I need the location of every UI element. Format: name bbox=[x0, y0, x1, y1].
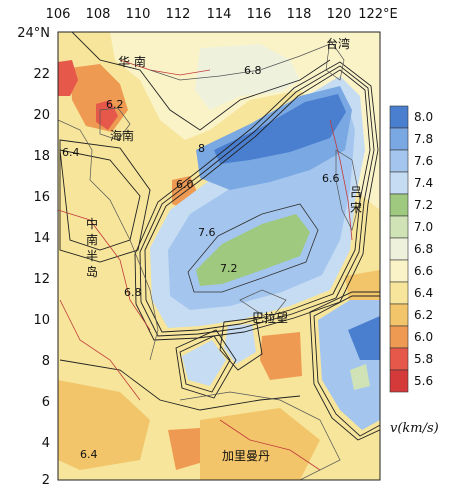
place-lvsong: 吕 宋 bbox=[350, 185, 362, 215]
contour-label: 8 bbox=[198, 142, 205, 155]
x-tick-label: 110 bbox=[126, 7, 151, 22]
y-tick-label: 4 bbox=[42, 436, 50, 451]
contour-label: 7.2 bbox=[220, 262, 238, 275]
color-legend: 8.0 7.8 7.6 7.4 7.2 7.0 6.8 6.6 6.4 6.2 6.0 5.8 5.6 bbox=[389, 105, 433, 393]
legend-swatch bbox=[389, 303, 409, 327]
zone-7-2-small-basin-a bbox=[182, 340, 226, 386]
zone-6-2-south bbox=[200, 408, 320, 480]
legend-value-label: 8.0 bbox=[414, 110, 433, 124]
legend-swatch bbox=[389, 149, 409, 173]
legend-swatch bbox=[389, 347, 409, 371]
zone-7-2-ring bbox=[187, 203, 319, 293]
legend-swatch bbox=[389, 281, 409, 305]
place-jialimandan: 加里曼丹 bbox=[222, 449, 270, 463]
zone-8-0-basin bbox=[214, 94, 346, 164]
y-tick-label: 12 bbox=[33, 272, 50, 287]
contour-label: 7.6 bbox=[198, 226, 216, 239]
legend-value-label: 7.8 bbox=[414, 132, 433, 146]
y-tick-label: 10 bbox=[33, 313, 50, 328]
y-axis: 24°N 22 20 18 16 14 12 10 8 6 4 2 bbox=[17, 26, 50, 488]
x-tick-label: 120 bbox=[327, 7, 352, 22]
zone-5-8-hainan bbox=[96, 100, 118, 130]
place-balawang: 巴拉望 bbox=[252, 310, 288, 325]
y-tick-label: 16 bbox=[33, 190, 50, 205]
contour-label: 6.8 bbox=[244, 64, 262, 77]
legend-value-label: 5.8 bbox=[414, 352, 433, 366]
legend-swatch bbox=[389, 259, 409, 283]
contour-label: 6.4 bbox=[80, 448, 98, 461]
x-tick-label: 116 bbox=[247, 7, 272, 22]
x-tick-label: 106 bbox=[46, 7, 71, 22]
y-tick-label: 2 bbox=[42, 473, 50, 488]
legend-swatch bbox=[389, 105, 409, 129]
place-lvsong-char: 宋 bbox=[350, 200, 362, 215]
place-taiwan: 台湾 bbox=[326, 36, 350, 51]
place-zhongnan-char: 南 bbox=[86, 232, 98, 247]
zone-7-0-center bbox=[196, 214, 310, 286]
legend-value-label: 6.0 bbox=[414, 330, 433, 344]
zone-8-0-sulu bbox=[348, 316, 380, 360]
legend-title: v(km/s) bbox=[390, 421, 439, 436]
legend-swatch bbox=[389, 193, 409, 217]
legend-value-label: 5.6 bbox=[414, 374, 433, 388]
zone-6-0-south bbox=[168, 428, 210, 470]
y-tick-label: 20 bbox=[33, 108, 50, 123]
legend-swatch bbox=[389, 369, 409, 393]
legend-value-label: 7.4 bbox=[414, 176, 433, 190]
map-plot-area bbox=[58, 32, 380, 480]
place-labels: 华 南 台湾 海南 巴拉望 加里曼丹 bbox=[110, 36, 350, 463]
zone-6-8-north bbox=[195, 44, 300, 110]
legend-value-label: 6.4 bbox=[414, 286, 433, 300]
legend-swatch bbox=[389, 127, 409, 151]
place-zhongnan-char: 岛 bbox=[86, 264, 98, 279]
legend-value-label: 7.6 bbox=[414, 154, 433, 168]
zone-6-6-north bbox=[110, 32, 380, 210]
y-tick-label: 22 bbox=[33, 67, 50, 82]
legend-swatch bbox=[389, 237, 409, 261]
border-lines bbox=[58, 59, 353, 471]
place-huanan: 华 南 bbox=[118, 54, 146, 69]
legend-value-label: 7.2 bbox=[414, 198, 433, 212]
y-tick-label: 8 bbox=[42, 354, 50, 369]
place-zhongnan-char: 半 bbox=[86, 249, 98, 263]
legend-swatch bbox=[389, 171, 409, 195]
legend-swatch bbox=[389, 215, 409, 239]
y-tick-label: 24°N bbox=[17, 26, 50, 41]
place-lvsong-char: 吕 bbox=[350, 185, 362, 199]
place-zhongnan: 中 南 半 岛 bbox=[86, 216, 98, 279]
y-tick-label: 6 bbox=[42, 395, 50, 410]
zone-6-2-southwest bbox=[58, 380, 150, 470]
contour-label: 6.4 bbox=[62, 146, 80, 159]
contour-label: 6.6 bbox=[322, 172, 340, 185]
zone-7-0-sulu bbox=[350, 364, 370, 390]
contour-label: 6.0 bbox=[176, 178, 194, 191]
legend-value-label: 6.8 bbox=[414, 242, 433, 256]
y-tick-label: 14 bbox=[33, 231, 50, 246]
legend-value-label: 6.6 bbox=[414, 264, 433, 278]
x-tick-label: 122°E bbox=[358, 7, 398, 22]
contour-label: 6.8 bbox=[124, 286, 142, 299]
x-tick-label: 118 bbox=[287, 7, 312, 22]
coast-lines bbox=[58, 39, 361, 480]
x-tick-label: 108 bbox=[86, 7, 111, 22]
x-axis: 106 108 110 112 114 116 118 120 122°E bbox=[46, 7, 398, 22]
x-tick-label: 114 bbox=[207, 7, 232, 22]
contour-value-labels: 6.8 6.6 6.4 6.2 6.0 7.6 7.2 8 6.4 6.8 bbox=[62, 64, 340, 461]
zone-6-0-balawang bbox=[260, 332, 302, 380]
place-zhongnan-char: 中 bbox=[86, 216, 98, 231]
place-hainan: 海南 bbox=[110, 128, 134, 143]
legend-value-label: 7.0 bbox=[414, 220, 433, 234]
x-tick-label: 112 bbox=[166, 7, 191, 22]
y-tick-label: 18 bbox=[33, 149, 50, 164]
zone-5-8-west bbox=[58, 60, 78, 96]
contour-label: 6.2 bbox=[106, 98, 124, 111]
legend-value-label: 6.2 bbox=[414, 308, 433, 322]
plot-frame bbox=[57, 31, 381, 481]
legend-swatch bbox=[389, 325, 409, 349]
